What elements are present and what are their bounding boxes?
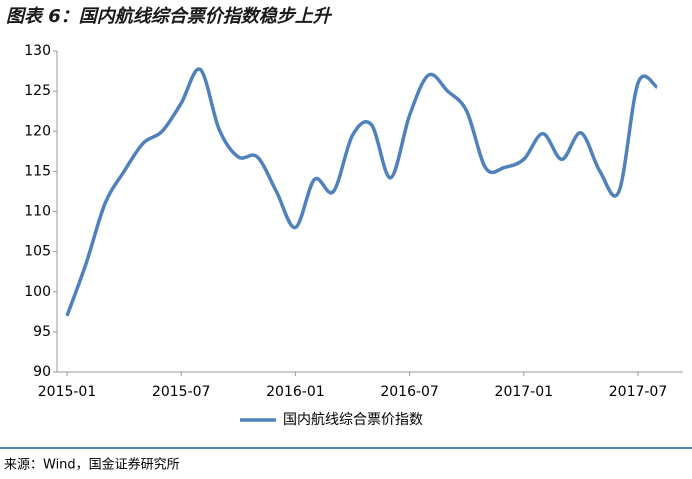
y-tick-label: 120 xyxy=(24,123,51,139)
source: 来源：Wind，国金证券研究所 xyxy=(4,457,180,473)
y-tick-label: 90 xyxy=(33,364,51,380)
y-tick-label: 125 xyxy=(24,83,51,99)
x-tick-label: 2016-07 xyxy=(380,384,439,400)
x-tick-label: 2017-01 xyxy=(495,384,554,400)
y-tick-label: 115 xyxy=(24,163,51,179)
data-line xyxy=(65,67,659,317)
y-tick-label: 105 xyxy=(24,244,51,260)
legend-label: 国内航线综合票价指数 xyxy=(283,412,423,428)
chart-title: 图表 6：国内航线综合票价指数稳步上升 xyxy=(6,6,333,27)
x-tick-label: 2016-01 xyxy=(266,384,325,400)
y-tick-label: 100 xyxy=(24,284,51,300)
x-tick-label: 2017-07 xyxy=(609,384,668,400)
x-tick-label: 2015-07 xyxy=(152,384,211,400)
y-tick-label: 95 xyxy=(33,324,51,340)
x-tick-label: 2015-01 xyxy=(38,384,97,400)
y-tick-label: 110 xyxy=(24,204,51,220)
y-tick-label: 130 xyxy=(24,43,51,59)
